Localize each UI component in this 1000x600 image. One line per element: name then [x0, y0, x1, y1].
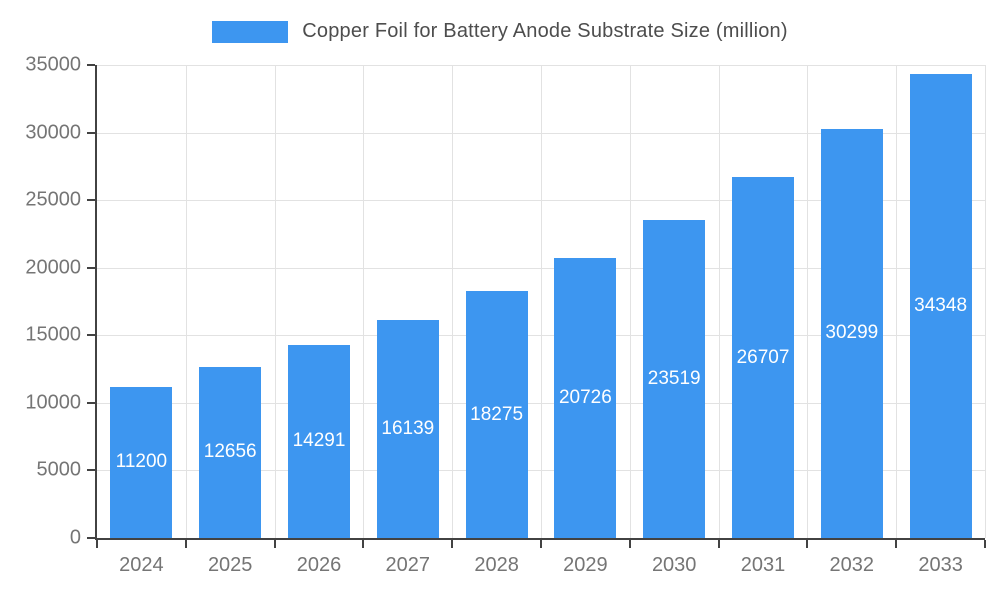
x-axis-tick	[628, 540, 631, 548]
bar-2029[interactable]: 20726	[554, 257, 617, 538]
bar-2031[interactable]: 26707	[731, 177, 795, 538]
x-tick-label: 2031	[740, 554, 786, 576]
y-axis-tick	[87, 401, 95, 404]
bar-2032[interactable]: 30299	[820, 128, 883, 538]
bar-value-label: 30299	[825, 322, 879, 344]
x-axis-tick	[984, 540, 986, 548]
bar-2033[interactable]: 34348	[909, 73, 972, 538]
y-tick-label: 15000	[25, 323, 81, 346]
x-axis-tick	[895, 540, 898, 548]
x-tick-label: 2025	[207, 554, 253, 576]
x-axis-tick	[184, 540, 187, 548]
y-tick-label: 25000	[25, 188, 81, 211]
y-tick-label: 20000	[25, 256, 81, 279]
x-axis-tick	[273, 540, 276, 548]
y-tick-label: 10000	[25, 391, 81, 414]
gridline-vertical	[985, 65, 986, 538]
x-tick-label: 2032	[829, 554, 875, 576]
y-tick-label: 30000	[25, 121, 81, 144]
x-tick-label: 2029	[563, 554, 608, 576]
bar-value-label: 20726	[558, 386, 612, 408]
x-axis-tick	[96, 540, 98, 548]
x-tick-label: 2030	[651, 554, 697, 576]
x-axis-tick	[717, 540, 720, 548]
legend-swatch[interactable]	[212, 20, 289, 43]
bar-value-label: 11200	[115, 451, 168, 473]
bar-2030[interactable]: 23519	[643, 220, 706, 538]
gridline-vertical	[629, 65, 631, 538]
bar-value-label: 34348	[914, 294, 968, 316]
y-axis-tick	[87, 334, 95, 337]
y-tick-label: 5000	[36, 458, 82, 481]
gridline-vertical	[363, 65, 365, 538]
x-axis-tick	[540, 540, 542, 548]
x-tick-label: 2024	[119, 554, 164, 576]
y-axis-tick	[87, 537, 95, 539]
bar-value-label: 26707	[736, 346, 790, 368]
gridline-vertical	[185, 65, 187, 538]
bar-2024[interactable]: 11200	[110, 386, 173, 538]
x-tick-label: 2027	[385, 554, 431, 576]
bar-value-label: 23519	[647, 368, 701, 390]
y-tick-label: 35000	[25, 53, 81, 76]
gridline-vertical	[718, 65, 720, 538]
bar-2026[interactable]: 14291	[287, 344, 351, 538]
y-axis-tick	[87, 131, 95, 134]
bar-value-label: 14291	[292, 430, 346, 452]
x-tick-label: 2026	[296, 554, 342, 576]
x-axis-tick	[806, 540, 809, 548]
y-axis-tick	[87, 469, 95, 472]
gridline-vertical	[541, 65, 542, 538]
y-tick-label: 0	[69, 526, 81, 549]
x-tick-label: 2033	[918, 554, 963, 576]
chart-title: Copper Foil for Battery Anode Substrate …	[302, 20, 788, 42]
gridline-vertical	[452, 65, 454, 538]
x-axis-tick	[451, 540, 454, 548]
bar-value-label: 16139	[381, 417, 435, 439]
bar-value-label: 18275	[470, 403, 524, 425]
gridline-vertical	[896, 65, 898, 538]
y-axis-tick	[87, 64, 95, 66]
bar-2028[interactable]: 18275	[465, 291, 528, 538]
x-axis-tick	[362, 540, 365, 548]
bar-2025[interactable]: 12656	[199, 366, 262, 538]
gridline-vertical	[274, 65, 276, 538]
chart-header: Copper Foil for Battery Anode Substrate …	[0, 20, 1000, 43]
gridline-vertical	[807, 65, 809, 538]
plot-area: 0 5000 10000 15000 20000 25000 30000 35000 11200…	[25, 54, 986, 576]
y-axis-tick	[87, 266, 95, 269]
bar-2027[interactable]: 16139	[376, 319, 439, 538]
y-axis-tick	[87, 199, 95, 202]
x-tick-label: 2028	[474, 554, 519, 576]
bar-value-label: 12656	[203, 441, 257, 463]
